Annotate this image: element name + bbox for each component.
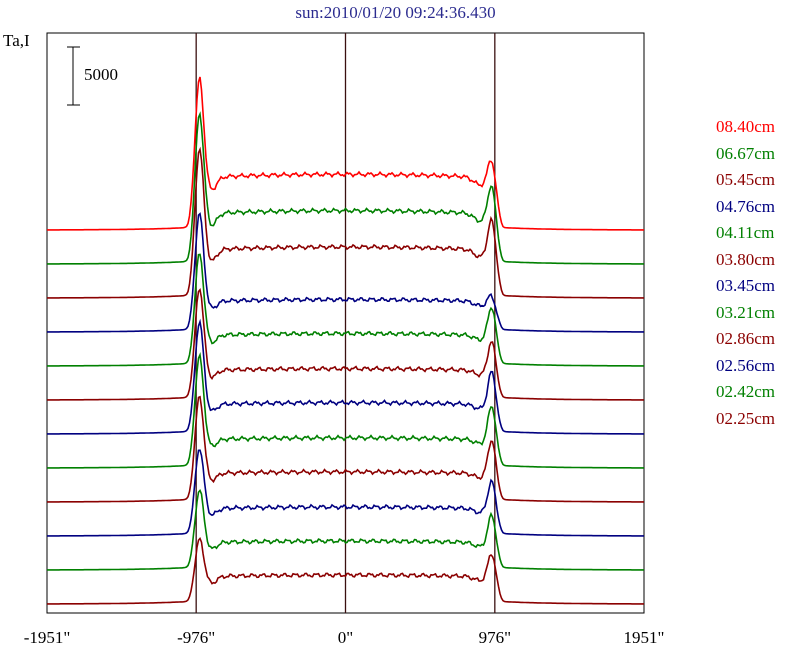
x-tick-labels: -1951" -976" 0" 976" 1951" xyxy=(24,628,665,647)
series-group xyxy=(47,76,644,605)
legend-item: 03.80cm xyxy=(716,249,776,269)
legend-item: 02.25cm xyxy=(716,408,776,428)
series-line-04.76cm xyxy=(47,212,644,333)
series-line-02.25cm xyxy=(47,537,644,605)
x-tick-label: -976" xyxy=(177,628,215,647)
x-tick-label: 976" xyxy=(479,628,511,647)
legend-item: 02.56cm xyxy=(716,355,776,375)
series-line-03.21cm xyxy=(47,352,644,469)
legend-item: 03.45cm xyxy=(716,276,776,295)
x-tick-label: 0" xyxy=(338,628,353,647)
series-line-02.56cm xyxy=(47,449,644,537)
scale-bar: 5000 xyxy=(67,46,118,106)
x-tick-label: -1951" xyxy=(24,628,71,647)
chart-title: sun:2010/01/20 09:24:36.430 xyxy=(295,3,496,22)
legend-item: 05.45cm xyxy=(716,170,776,189)
x-tick-label: 1951" xyxy=(624,628,665,647)
series-line-08.40cm xyxy=(47,76,644,231)
series-line-03.80cm xyxy=(47,287,644,401)
legend-item: 08.40cm xyxy=(716,117,776,136)
series-line-05.45cm xyxy=(47,146,644,299)
series-line-02.86cm xyxy=(47,395,644,503)
legend-item: 02.42cm xyxy=(716,382,776,401)
legend-item: 02.86cm xyxy=(716,329,776,348)
legend-item: 04.76cm xyxy=(716,196,776,216)
series-line-04.11cm xyxy=(47,253,644,367)
y-axis-label: Ta,I xyxy=(3,31,30,50)
series-line-03.45cm xyxy=(47,318,644,435)
legend-item: 03.21cm xyxy=(716,302,776,322)
scale-bar-label: 5000 xyxy=(84,65,118,84)
series-line-02.42cm xyxy=(47,489,644,571)
legend-item: 06.67cm xyxy=(716,143,776,163)
series-line-06.67cm xyxy=(47,111,644,265)
legend-item: 04.11cm xyxy=(716,223,775,242)
vertical-reference-lines xyxy=(195,33,496,613)
